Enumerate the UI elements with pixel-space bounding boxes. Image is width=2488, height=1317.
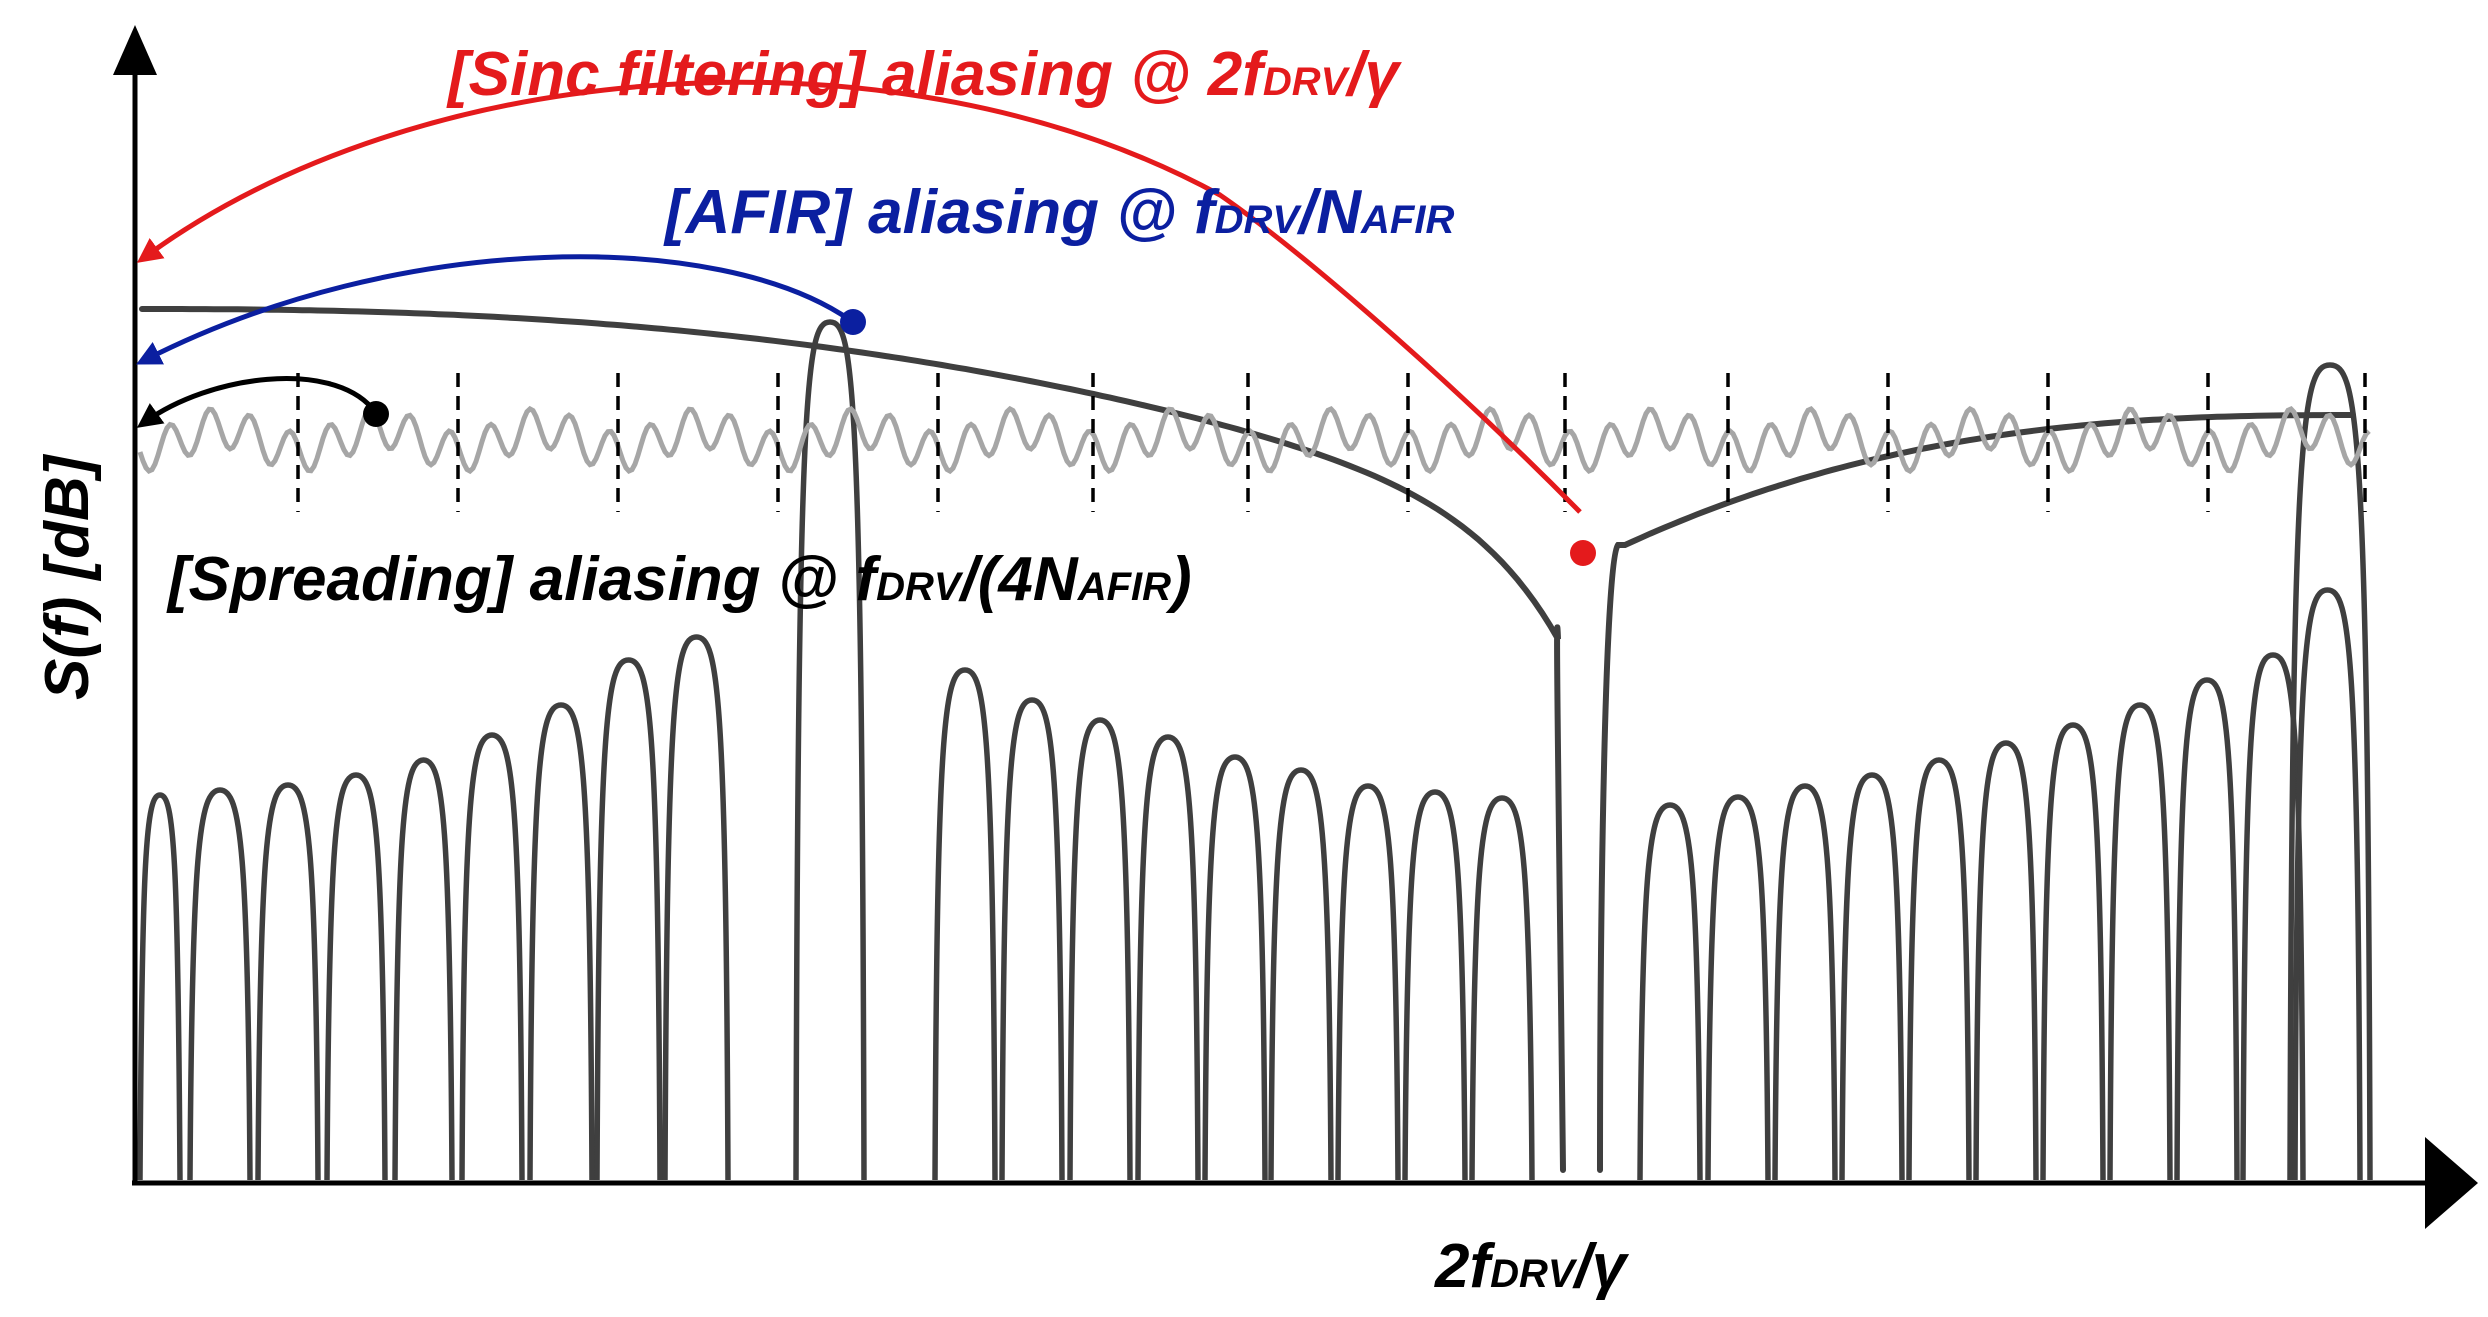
spectral-lobe: [1637, 802, 1703, 1181]
spreading-aliasing-arrow: [136, 376, 374, 428]
spectral-lobe: [1402, 789, 1468, 1181]
spectral-lobe: [187, 787, 253, 1181]
spectral-lobe: [594, 657, 663, 1181]
spectral-lobe: [527, 702, 595, 1181]
y-axis-label: S(f) [dB]: [33, 453, 102, 700]
spreading-aliasing-point: [363, 401, 389, 427]
spectral-lobe: [137, 792, 183, 1181]
spectral-lobe: [1067, 717, 1133, 1181]
afir-aliasing-arrow: [136, 254, 852, 365]
spectral-lobe: [2107, 702, 2173, 1181]
spectral-lobe: [2292, 587, 2363, 1181]
spectral-lobe: [392, 757, 455, 1181]
spectral-lobe: [2287, 362, 2373, 1181]
spectral-lobe: [999, 697, 1065, 1181]
spectral-lobe: [932, 667, 998, 1181]
sinc-aliasing-point: [1570, 540, 1596, 566]
sinc-aliasing-arrow: [136, 79, 1582, 514]
spreading-aliasing-label: [Spreading] aliasing @ fDRV/(4NAFIR): [166, 545, 1192, 614]
spectral-lobe: [1772, 783, 1838, 1181]
afir-aliasing-label: [AFIR] aliasing @ fDRV/NAFIR: [663, 178, 1454, 247]
x-axis-tick-label: 2fDRV/γ: [1434, 1232, 1630, 1301]
x-axis-arrowhead: [2425, 1137, 2478, 1229]
spectral-lobe: [662, 634, 731, 1181]
spectral-lobe: [1268, 767, 1334, 1181]
spectral-lobe: [1135, 734, 1201, 1181]
y-axis-arrowhead: [113, 25, 157, 75]
spectral-lobes: [137, 319, 2373, 1181]
spectral-lobe: [793, 319, 867, 1181]
dashed-sampling-markers: [296, 373, 2367, 512]
spectral-lobe: [1469, 795, 1535, 1181]
spreading-ripple-curve: [137, 405, 2371, 475]
spectral-lobe: [1705, 794, 1771, 1181]
axes: [113, 25, 2478, 1229]
spectral-lobe: [459, 732, 525, 1181]
spectral-lobe: [2040, 722, 2106, 1181]
spectral-lobe: [1973, 740, 2039, 1181]
spectral-lobe: [1202, 754, 1268, 1181]
sinc-aliasing-label: [Sinc filtering] aliasing @ 2fDRV/γ: [446, 40, 1403, 109]
spectral-lobe: [324, 772, 388, 1181]
spectral-lobe: [1839, 772, 1905, 1181]
spectral-lobe: [1906, 757, 1972, 1181]
spectral-lobe: [2174, 677, 2240, 1181]
afir-aliasing-point: [840, 309, 866, 335]
spectral-lobe: [1335, 783, 1401, 1181]
spectral-lobe: [255, 782, 321, 1181]
